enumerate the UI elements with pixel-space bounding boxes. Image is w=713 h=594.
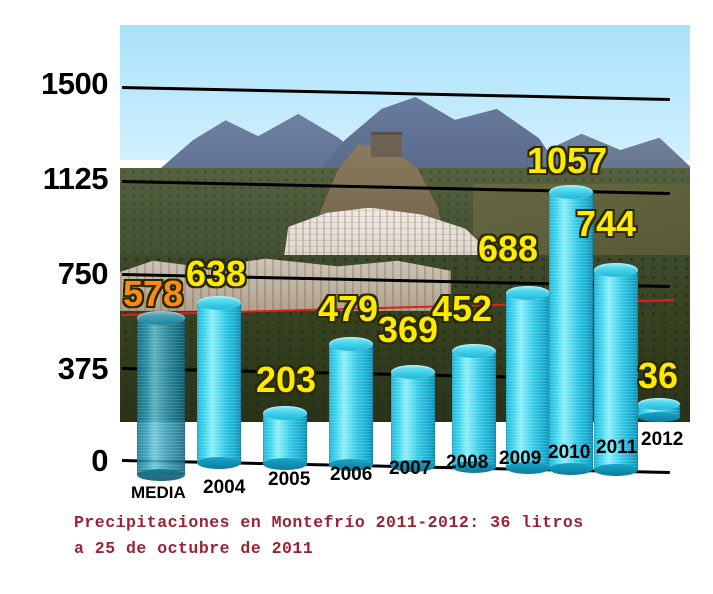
bar-top-cap xyxy=(197,296,241,310)
bar-bottom-cap xyxy=(137,469,185,481)
caption-line-1: Precipitaciones en Montefrío 2011-2012: … xyxy=(74,513,584,532)
bar-top-cap xyxy=(263,406,307,420)
value-label-2011: 744 xyxy=(576,203,637,244)
y-tick-1125: 1125 xyxy=(42,161,109,196)
value-label-2007: 369 xyxy=(378,309,439,350)
bar-top-cap xyxy=(452,344,496,358)
bar-top-cap xyxy=(329,337,373,351)
bar-body xyxy=(594,270,638,470)
photo-town-foreground xyxy=(120,258,451,311)
bar-top-cap xyxy=(506,286,550,300)
bar-2006[interactable] xyxy=(329,337,373,471)
y-tick-750: 750 xyxy=(57,256,109,291)
bar-body xyxy=(549,192,593,469)
bar-2005[interactable] xyxy=(263,406,307,470)
bar-2010[interactable] xyxy=(549,185,593,475)
value-label-media: 578 xyxy=(123,273,184,314)
bar-body xyxy=(197,303,241,463)
caption-line-2: a 25 de octubre de 2011 xyxy=(74,538,314,558)
bar-bottom-cap xyxy=(594,464,638,476)
category-label-2004: 2004 xyxy=(203,477,246,498)
y-tick-0: 0 xyxy=(91,443,108,478)
category-label-2011: 2011 xyxy=(596,437,638,458)
bar-2007[interactable] xyxy=(391,365,435,472)
bar-body xyxy=(137,318,185,475)
value-label-2005: 203 xyxy=(256,359,317,400)
value-label-2004: 638 xyxy=(186,253,247,294)
bar-body xyxy=(452,351,496,467)
bar-body xyxy=(391,372,435,466)
bar-media[interactable] xyxy=(137,311,185,481)
value-label-2012: 36 xyxy=(638,355,679,396)
caption: Precipitaciones en Montefrío 2011-2012: … xyxy=(74,510,694,561)
bar-2012[interactable] xyxy=(638,398,680,422)
category-label-2005: 2005 xyxy=(268,469,311,490)
bar-bottom-cap xyxy=(197,457,241,469)
bar-bottom-cap xyxy=(506,462,550,474)
bar-top-cap xyxy=(137,311,185,325)
bar-bottom-cap xyxy=(452,461,496,473)
y-axis: 1500 1125 750 375 0 xyxy=(0,0,108,480)
value-label-2006: 479 xyxy=(318,288,379,329)
value-label-2009: 688 xyxy=(478,228,539,269)
bar-2004[interactable] xyxy=(197,296,241,469)
category-label-2012: 2012 xyxy=(641,429,684,450)
bar-top-cap xyxy=(638,398,680,410)
bar-top-cap xyxy=(594,263,638,277)
bar-2009[interactable] xyxy=(506,286,550,474)
y-tick-1500: 1500 xyxy=(41,66,108,101)
bar-top-cap xyxy=(391,365,435,379)
bar-bottom-cap xyxy=(638,412,680,422)
bar-bottom-cap xyxy=(329,459,373,471)
bar-body xyxy=(263,413,307,464)
value-label-2008: 452 xyxy=(432,288,493,329)
bar-bottom-cap xyxy=(549,463,593,475)
value-label-2010: 1057 xyxy=(527,140,608,181)
category-label-2010: 2010 xyxy=(548,442,591,463)
photo-castle xyxy=(370,132,403,158)
bar-body xyxy=(329,344,373,465)
category-label-2007: 2007 xyxy=(389,458,432,479)
category-label-2009: 2009 xyxy=(499,448,542,469)
category-label-2006: 2006 xyxy=(330,464,373,485)
bar-bottom-cap xyxy=(263,458,307,470)
bar-2008[interactable] xyxy=(452,344,496,473)
y-tick-375: 375 xyxy=(57,351,109,386)
bar-top-cap xyxy=(549,185,593,199)
category-label-media: MEDIA xyxy=(131,483,186,502)
category-label-2008: 2008 xyxy=(446,452,489,473)
bar-bottom-cap xyxy=(391,460,435,472)
bar-body xyxy=(506,293,550,468)
bar-2011[interactable] xyxy=(594,263,638,476)
